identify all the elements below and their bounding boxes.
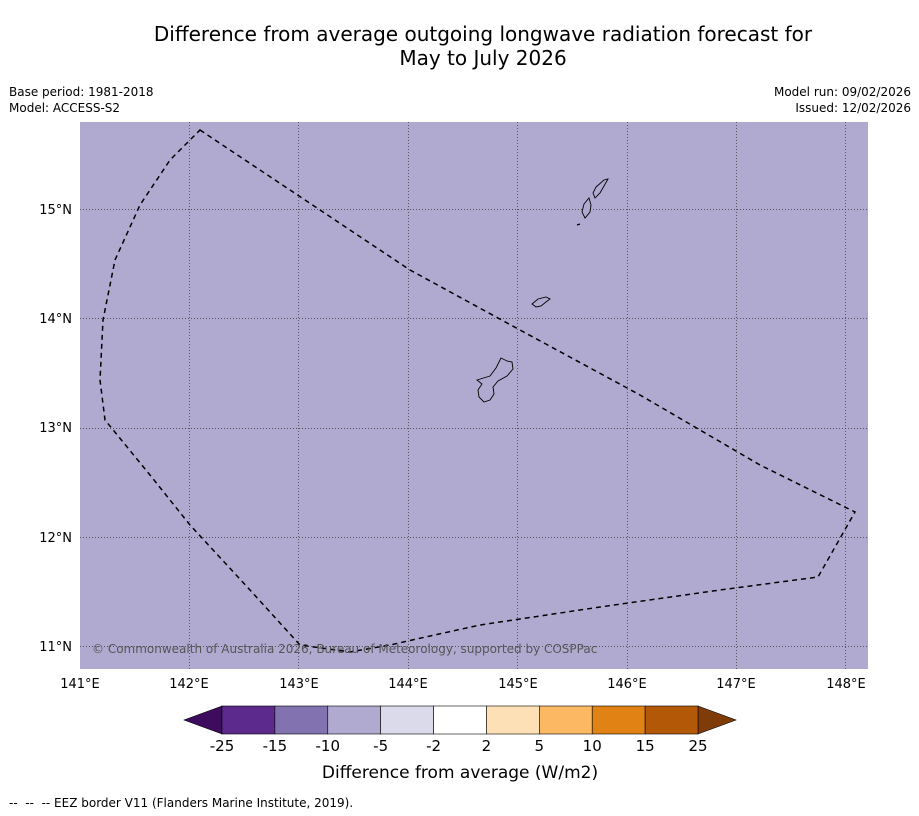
lon-tick-148: 148°E bbox=[826, 677, 866, 692]
colorbar-segment bbox=[274, 705, 329, 735]
colorbar-segment bbox=[591, 705, 646, 735]
colorbar-over-arrow bbox=[697, 705, 737, 735]
meta-right: Model run: 09/02/2026 Issued: 12/02/2026 bbox=[774, 84, 911, 116]
colorbar-segment bbox=[380, 705, 434, 735]
lat-tick-13: 13°N bbox=[39, 421, 72, 436]
footnote: -- -- -- EEZ border V11 (Flanders Marine… bbox=[9, 796, 354, 810]
lon-tick-142: 142°E bbox=[169, 677, 209, 692]
colorbar-tick-label: 2 bbox=[482, 737, 492, 755]
gridlines bbox=[80, 122, 868, 669]
lon-tick-147: 147°E bbox=[716, 677, 756, 692]
lat-tick-12: 12°N bbox=[39, 531, 72, 546]
chart-title: Difference from average outgoing longwav… bbox=[0, 22, 919, 70]
lon-tick-144: 144°E bbox=[388, 677, 428, 692]
colorbar-segment bbox=[486, 705, 540, 735]
island-guam bbox=[476, 357, 514, 403]
colorbar bbox=[183, 705, 737, 735]
colorbar-tick-label: 10 bbox=[583, 737, 602, 755]
island-rota bbox=[531, 296, 551, 308]
colorbar-segment bbox=[327, 705, 381, 735]
eez-border bbox=[99, 129, 857, 653]
issued-date: Issued: 12/02/2026 bbox=[795, 101, 911, 115]
title-line-2: May to July 2026 bbox=[399, 46, 567, 70]
islands bbox=[476, 178, 609, 403]
colorbar-tick-label: -5 bbox=[373, 737, 388, 755]
lon-tick-labels: 141°E 142°E 143°E 144°E 145°E 146°E 147°… bbox=[60, 677, 866, 692]
island-saipan bbox=[592, 178, 609, 199]
colorbar-tick-label: 15 bbox=[636, 737, 655, 755]
title-line-1: Difference from average outgoing longwav… bbox=[153, 22, 813, 46]
lat-tick-labels: 15°N 14°N 13°N 12°N 11°N bbox=[39, 203, 72, 655]
lon-tick-145: 145°E bbox=[498, 677, 538, 692]
model-run: Model run: 09/02/2026 bbox=[773, 85, 911, 99]
colorbar-segment bbox=[221, 705, 276, 735]
colorbar-tick-label: -15 bbox=[263, 737, 288, 755]
lon-tick-141: 141°E bbox=[60, 677, 100, 692]
meta-left: Base period: 1981-2018 Model: ACCESS-S2 bbox=[9, 84, 154, 116]
colorbar-title: Difference from average (W/m2) bbox=[322, 763, 598, 783]
colorbar-segment bbox=[539, 705, 593, 735]
colorbar-labels: -25 -15 -10 -5 -2 2 5 10 15 25 bbox=[210, 737, 708, 755]
colorbar-tick-label: 5 bbox=[535, 737, 545, 755]
colorbar-tick-label: 25 bbox=[688, 737, 707, 755]
model-name: Model: ACCESS-S2 bbox=[9, 101, 121, 115]
colorbar-under-arrow bbox=[183, 705, 223, 735]
colorbar-tick-label: -2 bbox=[426, 737, 441, 755]
copyright-notice: © Commonwealth of Australia 2026, Bureau… bbox=[92, 642, 597, 656]
island-tinian bbox=[581, 197, 592, 219]
colorbar-tick-label: -25 bbox=[210, 737, 235, 755]
lon-tick-143: 143°E bbox=[279, 677, 319, 692]
island-aguijan bbox=[576, 223, 581, 226]
base-period: Base period: 1981-2018 bbox=[9, 85, 154, 99]
colorbar-tick-label: -10 bbox=[316, 737, 341, 755]
colorbar-segment bbox=[433, 705, 487, 735]
map-background bbox=[80, 122, 868, 669]
lat-tick-11: 11°N bbox=[39, 640, 72, 655]
lon-tick-146: 146°E bbox=[607, 677, 647, 692]
lat-tick-15: 15°N bbox=[39, 203, 72, 218]
lat-tick-14: 14°N bbox=[39, 312, 72, 327]
colorbar-segment bbox=[644, 705, 699, 735]
